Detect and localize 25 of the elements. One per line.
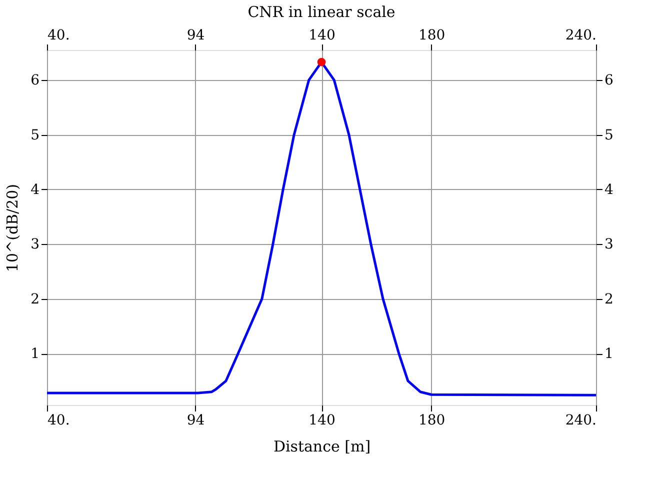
x-axis-title: Distance [m] [273, 438, 371, 456]
y2-tick-label: 4 [604, 182, 614, 198]
y2-tick-label: 1 [604, 346, 614, 362]
y-tick-label: 5 [30, 127, 40, 144]
y-tick-label: 2 [30, 291, 40, 308]
x-tick-label: 140 [308, 412, 336, 428]
y-tick-label: 6 [30, 72, 40, 89]
x-tick-label: 180 [418, 412, 446, 428]
chart-title: CNR in linear scale [248, 3, 396, 21]
y2-tick-label: 6 [604, 72, 614, 89]
y2-tick-label: 5 [604, 127, 614, 144]
x2-tick-label: 180 [418, 28, 446, 44]
x2-tick-label: 240. [565, 28, 596, 44]
y-tick-label: 4 [30, 182, 40, 198]
y2-tick-label: 2 [604, 291, 614, 308]
x2-tick-label: 140 [308, 28, 336, 44]
y-axis-title: 10^(dB/20) [4, 184, 22, 272]
x-tick-label: 40. [48, 412, 70, 428]
y-tick-label: 3 [30, 236, 40, 253]
x-tick-label: 94 [186, 412, 205, 428]
x2-tick-label: 40. [48, 28, 70, 44]
x2-tick-label: 94 [186, 28, 205, 44]
x-tick-label: 240. [565, 412, 596, 428]
y-tick-label: 1 [30, 346, 40, 362]
y2-tick-label: 3 [604, 236, 614, 253]
